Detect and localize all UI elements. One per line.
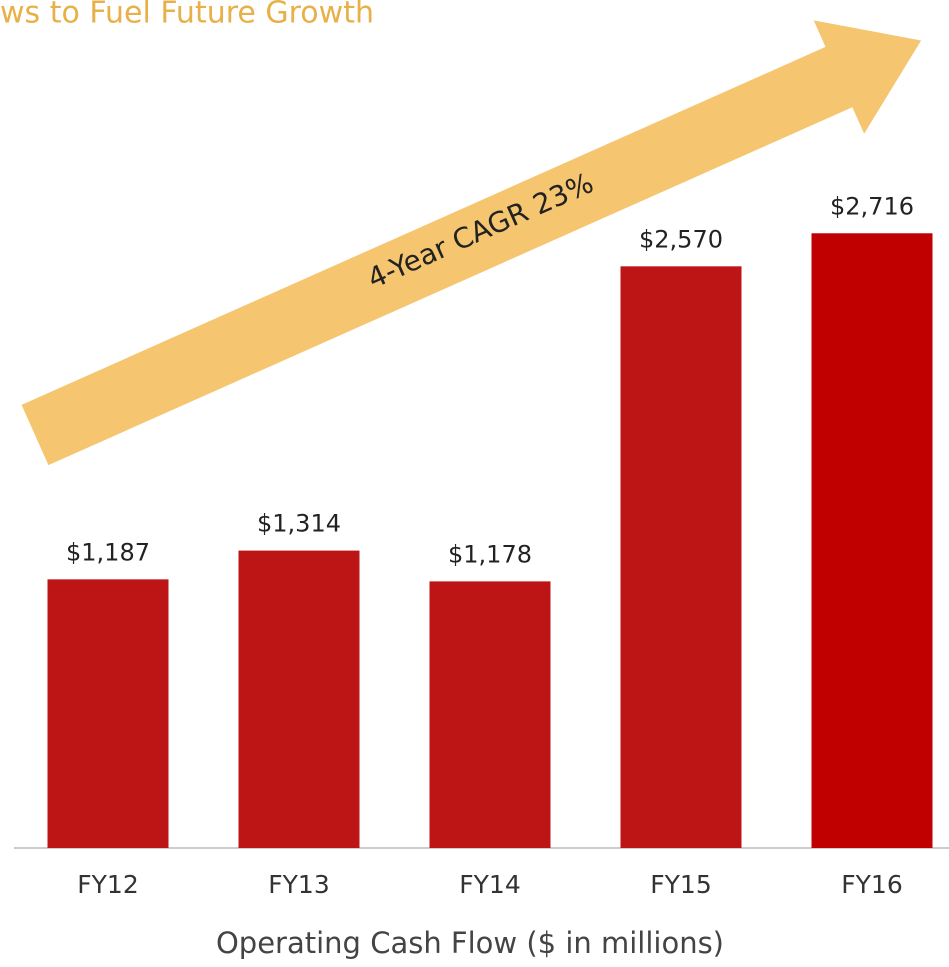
- data-label: $1,178: [448, 540, 532, 568]
- data-label: $1,314: [257, 510, 341, 538]
- bar: [238, 550, 360, 848]
- chart-title: ws to Fuel Future Growth: [0, 0, 374, 31]
- x-tick-label: FY12: [77, 870, 138, 899]
- data-label: $2,570: [639, 225, 723, 253]
- bar: [811, 233, 933, 848]
- data-label: $2,716: [830, 192, 914, 220]
- growth-arrow: 4-Year CAGR 23%: [21, 20, 922, 466]
- bar: [620, 266, 742, 848]
- x-tick-label: FY14: [459, 870, 520, 899]
- bar: [47, 579, 169, 848]
- bar: [429, 581, 551, 848]
- x-axis-title: Operating Cash Flow ($ in millions): [216, 926, 724, 960]
- x-tick-label: FY15: [650, 870, 711, 899]
- arrow-shape: [21, 20, 922, 466]
- x-tick-label: FY13: [268, 870, 329, 899]
- data-label: $1,187: [66, 538, 150, 566]
- x-tick-label: FY16: [841, 870, 902, 899]
